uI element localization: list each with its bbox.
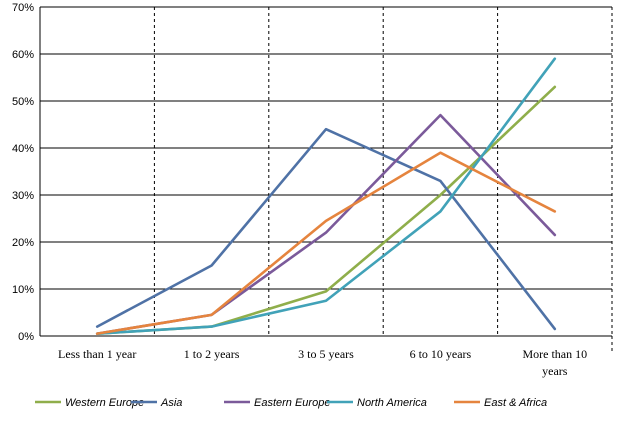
legend-label: North America: [357, 397, 427, 409]
y-tick-labels: 0% 10% 20% 30% 40% 50% 60% 70%: [12, 2, 34, 343]
series-line-north-america: [95, 57, 557, 335]
legend-label: Western Europe: [65, 397, 144, 409]
y-tick-label: 40%: [12, 143, 34, 155]
y-tick-label: 0%: [18, 331, 34, 343]
legend: Western Europe Asia Eastern Europe North Am…: [35, 397, 547, 409]
x-tick-label: Less than 1 year: [58, 347, 136, 361]
legend-item: North America: [327, 397, 427, 409]
legend-label: Eastern Europe: [254, 397, 330, 409]
legend-item: Eastern Europe: [224, 397, 330, 409]
legend-item: Western Europe: [35, 397, 144, 409]
y-tick-label: 30%: [12, 190, 34, 202]
legend-label: East & Africa: [484, 397, 547, 409]
y-tick-label: 10%: [12, 284, 34, 296]
x-tick-labels: Less than 1 year 1 to 2 years 3 to 5 years…: [58, 347, 587, 378]
y-tick-label: 50%: [12, 96, 34, 108]
legend-item: East & Africa: [454, 397, 547, 409]
series-line-east-africa: [95, 151, 557, 335]
y-tick-label: 60%: [12, 49, 34, 61]
series-line-asia: [95, 127, 557, 331]
y-tick-label: 20%: [12, 237, 34, 249]
axes: [39, 7, 612, 337]
x-tick-label: More than 10 years: [522, 347, 587, 378]
gridlines: [40, 6, 613, 354]
legend-label: Asia: [160, 397, 182, 409]
series-line-western-europe: [95, 85, 557, 335]
x-tick-label: 1 to 2 years: [184, 347, 240, 361]
x-tick-label: 6 to 10 years: [410, 347, 472, 361]
series-lines: [95, 57, 557, 335]
y-tick-label: 70%: [12, 2, 34, 14]
legend-item: Asia: [131, 397, 182, 409]
x-tick-label: 3 to 5 years: [298, 347, 354, 361]
